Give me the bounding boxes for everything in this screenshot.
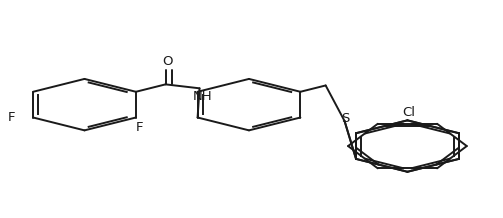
Text: F: F (8, 111, 16, 124)
Text: S: S (341, 112, 349, 125)
Text: Cl: Cl (402, 106, 415, 119)
Text: NH: NH (193, 90, 212, 103)
Text: O: O (162, 55, 173, 68)
Text: F: F (136, 121, 144, 135)
